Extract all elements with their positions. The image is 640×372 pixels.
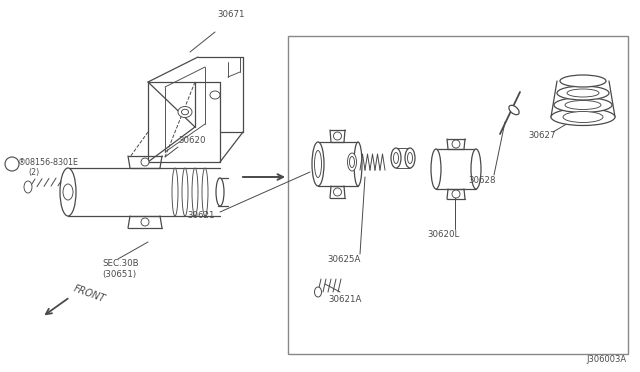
Circle shape <box>141 218 149 226</box>
Circle shape <box>452 190 460 198</box>
Ellipse shape <box>567 89 599 97</box>
Ellipse shape <box>394 153 399 164</box>
Ellipse shape <box>312 142 324 186</box>
Text: 30621: 30621 <box>187 211 214 219</box>
Circle shape <box>452 140 460 148</box>
Ellipse shape <box>314 151 321 177</box>
Circle shape <box>141 158 149 166</box>
Ellipse shape <box>408 153 413 164</box>
Ellipse shape <box>60 168 76 216</box>
Ellipse shape <box>172 168 178 216</box>
Ellipse shape <box>560 75 606 87</box>
Text: 30621A: 30621A <box>328 295 362 305</box>
Ellipse shape <box>192 168 198 216</box>
Ellipse shape <box>348 153 356 171</box>
Text: 30620: 30620 <box>178 135 205 144</box>
Ellipse shape <box>565 100 601 109</box>
Text: ®08156-8301E: ®08156-8301E <box>18 157 79 167</box>
Ellipse shape <box>182 109 189 115</box>
Bar <box>288 36 628 354</box>
Ellipse shape <box>471 149 481 189</box>
Text: 30627: 30627 <box>528 131 556 140</box>
Text: J306003A: J306003A <box>587 355 627 364</box>
Ellipse shape <box>178 106 192 118</box>
Ellipse shape <box>349 157 355 167</box>
Ellipse shape <box>405 148 415 168</box>
Circle shape <box>5 157 19 171</box>
Ellipse shape <box>314 287 321 297</box>
Ellipse shape <box>557 86 609 100</box>
Ellipse shape <box>551 109 615 125</box>
Circle shape <box>333 132 342 140</box>
Ellipse shape <box>431 149 441 189</box>
Ellipse shape <box>216 178 224 206</box>
Ellipse shape <box>554 97 612 112</box>
Ellipse shape <box>354 142 362 186</box>
Ellipse shape <box>24 181 32 193</box>
Text: 30628: 30628 <box>468 176 495 185</box>
Ellipse shape <box>210 91 220 99</box>
Text: 30625A: 30625A <box>327 254 360 263</box>
Text: 30671: 30671 <box>217 10 244 19</box>
Ellipse shape <box>509 105 519 115</box>
Ellipse shape <box>391 148 401 168</box>
Text: SEC.30B: SEC.30B <box>102 260 139 269</box>
Text: (30651): (30651) <box>102 269 136 279</box>
Ellipse shape <box>563 112 603 122</box>
Ellipse shape <box>202 168 208 216</box>
Text: B: B <box>10 161 14 167</box>
Ellipse shape <box>182 168 188 216</box>
Circle shape <box>333 188 342 196</box>
Text: 30620L: 30620L <box>427 230 460 238</box>
Text: (2): (2) <box>28 167 39 176</box>
Ellipse shape <box>63 184 73 200</box>
Text: FRONT: FRONT <box>72 283 107 304</box>
